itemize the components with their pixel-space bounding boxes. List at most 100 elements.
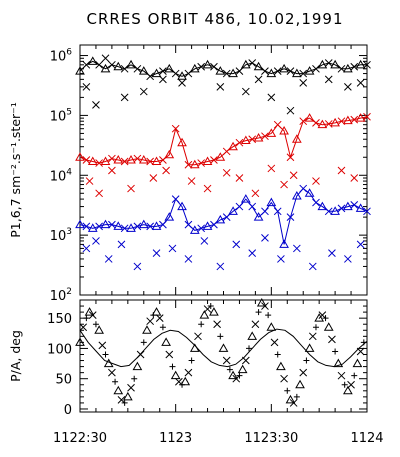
cross-marker (337, 166, 346, 175)
triangle-marker (100, 156, 111, 165)
triangle-marker (138, 219, 149, 229)
triangle-marker (291, 68, 302, 78)
triangle-marker (304, 343, 315, 352)
cross-marker (85, 177, 94, 185)
cross-marker (95, 159, 103, 167)
triangle-marker (253, 212, 264, 221)
triangle-marker (323, 322, 334, 331)
cross-marker (261, 132, 269, 141)
cross-marker (133, 154, 142, 163)
cross-marker (261, 302, 269, 310)
triangle-marker (285, 394, 296, 404)
triangle-marker (304, 188, 315, 197)
cross-marker (95, 189, 103, 198)
plus-marker (140, 339, 147, 346)
cross-marker (184, 368, 193, 377)
triangle-marker (218, 343, 229, 352)
cross-marker (104, 255, 113, 263)
triangle-marker (122, 391, 133, 401)
top-ytick-label: 105 (50, 107, 72, 124)
triangle-marker (240, 194, 251, 203)
triangle-marker (164, 149, 175, 159)
cross-marker (273, 207, 282, 216)
triangle-marker (237, 364, 248, 374)
cross-marker (88, 311, 97, 319)
plus-marker (217, 333, 224, 340)
triangle-marker (343, 115, 353, 125)
triangle-marker (142, 325, 152, 334)
cross-marker (82, 244, 91, 253)
cross-marker (273, 120, 282, 129)
cross-marker (248, 202, 257, 211)
cross-marker (299, 117, 308, 126)
triangle-marker (75, 219, 85, 229)
cross-marker (146, 72, 155, 81)
bottom-panel: P/A, deg 0 50 100 150 (8, 298, 368, 418)
xtick-label: 1123:30 (244, 431, 298, 446)
triangle-marker (355, 203, 366, 212)
triangle-marker (113, 61, 124, 71)
plus-marker (255, 309, 262, 316)
time-axis: 1122:30 1123 1123:30 1124 (53, 45, 384, 446)
cross-marker (92, 237, 100, 245)
cross-marker (232, 240, 241, 249)
triangle-marker (164, 63, 175, 73)
cross-marker (350, 174, 359, 182)
cross-marker (324, 75, 333, 84)
cross-marker (312, 64, 320, 73)
triangle-marker (180, 376, 191, 386)
cross-marker (356, 240, 365, 249)
triangle-marker (100, 219, 111, 229)
cross-marker (344, 82, 352, 91)
cross-marker (127, 184, 135, 193)
triangle-marker (189, 225, 200, 234)
cross-marker (235, 174, 244, 182)
cross-marker (120, 157, 129, 166)
cross-marker (235, 67, 244, 75)
cross-marker (344, 255, 352, 263)
triangle-marker (138, 66, 149, 75)
bottom-panel-yaxis: 0 50 100 150 (47, 305, 367, 418)
triangle-marker (189, 63, 200, 73)
cross-marker (363, 112, 371, 121)
cross-marker (350, 201, 359, 209)
triangle-marker (202, 59, 213, 69)
bottom-ytick-label: 0 (64, 403, 72, 418)
cross-marker (162, 166, 170, 175)
triangle-marker (126, 154, 136, 164)
triangle-marker (240, 59, 251, 69)
triangle-marker (215, 152, 226, 161)
cross-marker (328, 249, 336, 258)
triangle-marker (343, 385, 353, 395)
triangle-marker (209, 307, 219, 316)
triangle-marker (330, 206, 340, 215)
cross-marker (149, 174, 158, 182)
triangle-marker (161, 337, 171, 346)
plus-marker (102, 351, 109, 358)
plus-marker (83, 315, 90, 322)
triangle-marker (330, 59, 340, 69)
cross-marker (159, 220, 167, 229)
top-ytick-label: 106 (50, 48, 73, 65)
bottom-ytick-label: 50 (55, 373, 72, 388)
cross-marker (356, 78, 365, 87)
cross-marker (286, 67, 295, 75)
cross-marker (232, 374, 241, 383)
cross-marker (197, 224, 206, 233)
triangle-marker (202, 156, 213, 165)
triangle-marker (355, 59, 366, 69)
top-ytick-label: 103 (50, 227, 72, 244)
plus-marker (293, 393, 300, 400)
bottom-panel-marks (75, 298, 368, 407)
triangle-marker (343, 63, 353, 73)
cross-marker (197, 62, 206, 71)
plus-marker (226, 366, 233, 373)
cross-marker (108, 368, 116, 377)
cross-marker (108, 60, 116, 69)
cross-marker (187, 177, 196, 185)
triangle-marker (151, 221, 162, 230)
cross-marker (347, 380, 355, 389)
cross-marker (324, 59, 333, 67)
triangle-marker (317, 201, 328, 211)
